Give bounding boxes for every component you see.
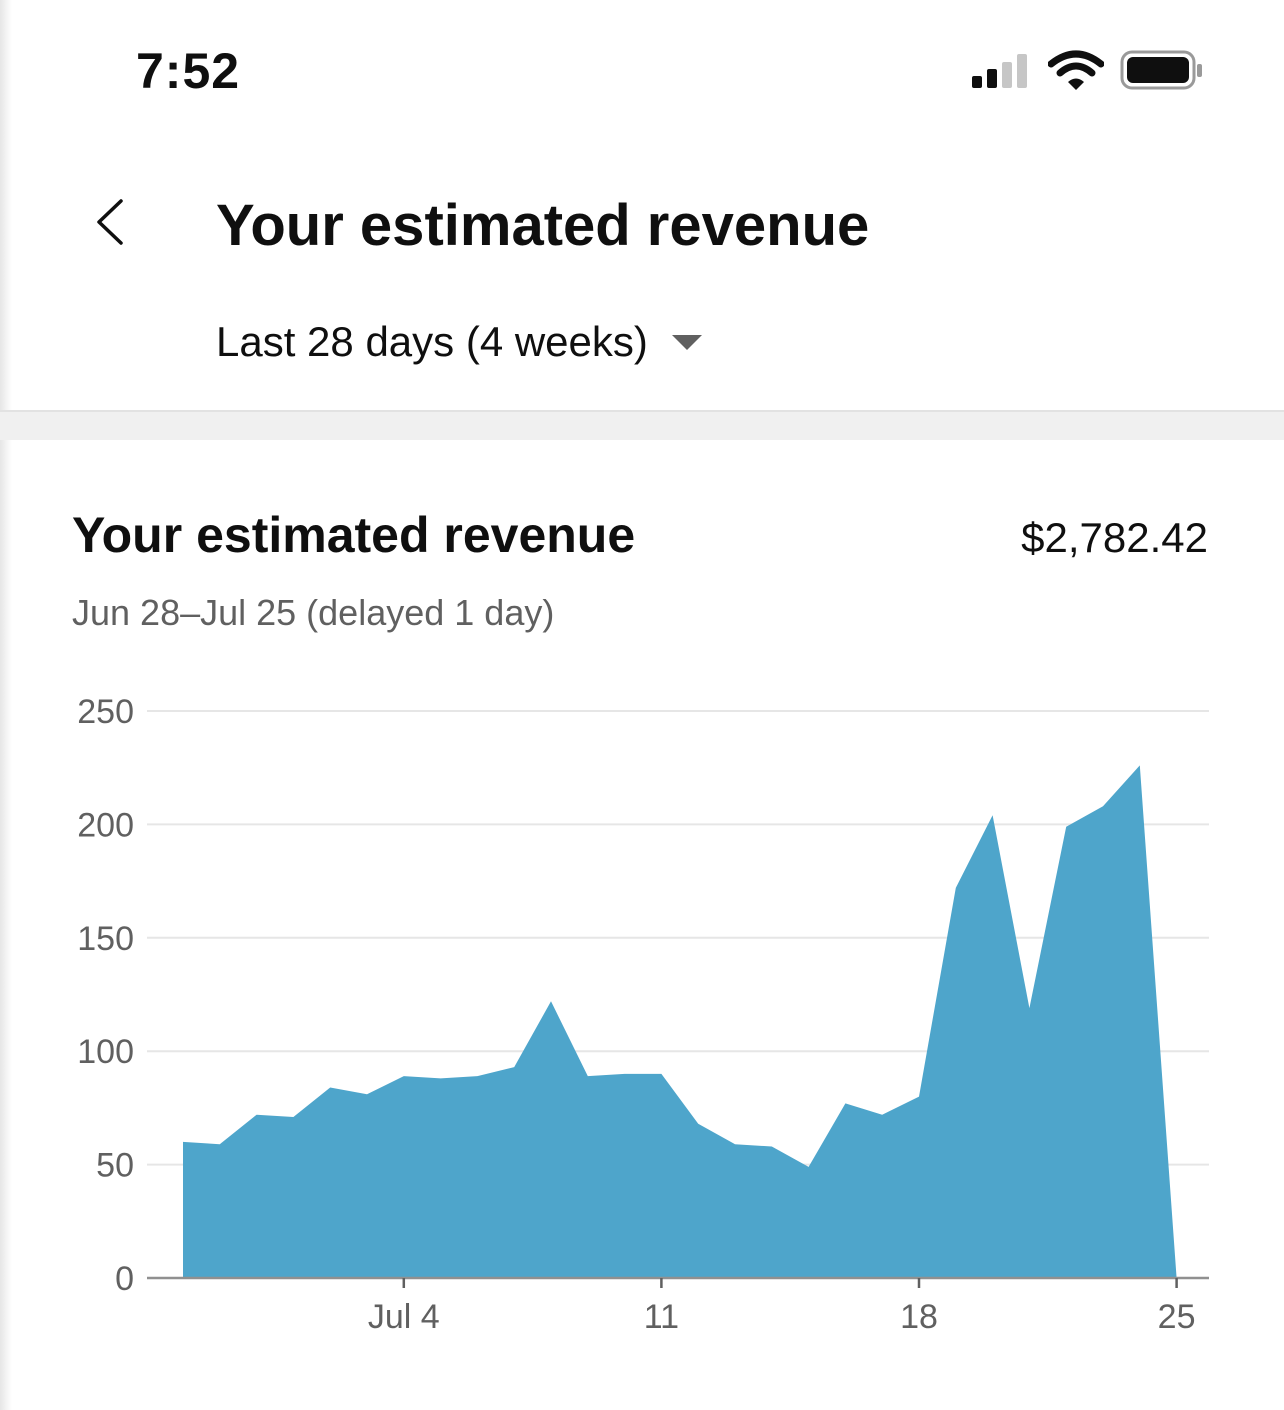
date-range-subtitle: Jun 28–Jul 25 (delayed 1 day) — [72, 592, 555, 633]
revenue-total: $2,782.42 — [1021, 514, 1208, 561]
card-title: Your estimated revenue — [72, 507, 636, 563]
y-tick-label: 250 — [77, 693, 134, 731]
y-tick-label: 100 — [77, 1033, 134, 1071]
back-button[interactable] — [80, 190, 140, 254]
revenue-area — [183, 765, 1177, 1278]
x-tick-label: Jul 4 — [368, 1298, 440, 1336]
chevron-left-icon — [97, 199, 123, 245]
x-tick-label: 18 — [900, 1298, 938, 1336]
battery-icon — [1120, 50, 1202, 90]
y-tick-label: 0 — [115, 1260, 134, 1298]
date-range-label: Last 28 days (4 weeks) — [216, 318, 648, 365]
left-edge-shadow — [0, 0, 12, 1410]
y-tick-label: 150 — [77, 920, 134, 958]
status-bar: 7:52 — [0, 0, 1284, 140]
date-range-dropdown[interactable]: Last 28 days (4 weeks) — [216, 318, 702, 366]
status-time: 7:52 — [136, 43, 241, 99]
wifi-icon — [1048, 50, 1104, 90]
y-tick-label: 50 — [96, 1147, 134, 1185]
cellular-signal-icon — [972, 54, 1027, 88]
app-header: Your estimated revenue Last 28 days (4 w… — [0, 140, 1284, 412]
y-tick-label: 200 — [77, 806, 134, 844]
x-tick-label: 25 — [1158, 1298, 1196, 1336]
section-divider — [0, 410, 1284, 440]
x-tick-label: 11 — [644, 1298, 679, 1336]
page-title: Your estimated revenue — [216, 193, 870, 258]
caret-down-icon — [671, 334, 702, 350]
revenue-card: Your estimated revenue $2,782.42 Jun 28–… — [0, 438, 1284, 1410]
